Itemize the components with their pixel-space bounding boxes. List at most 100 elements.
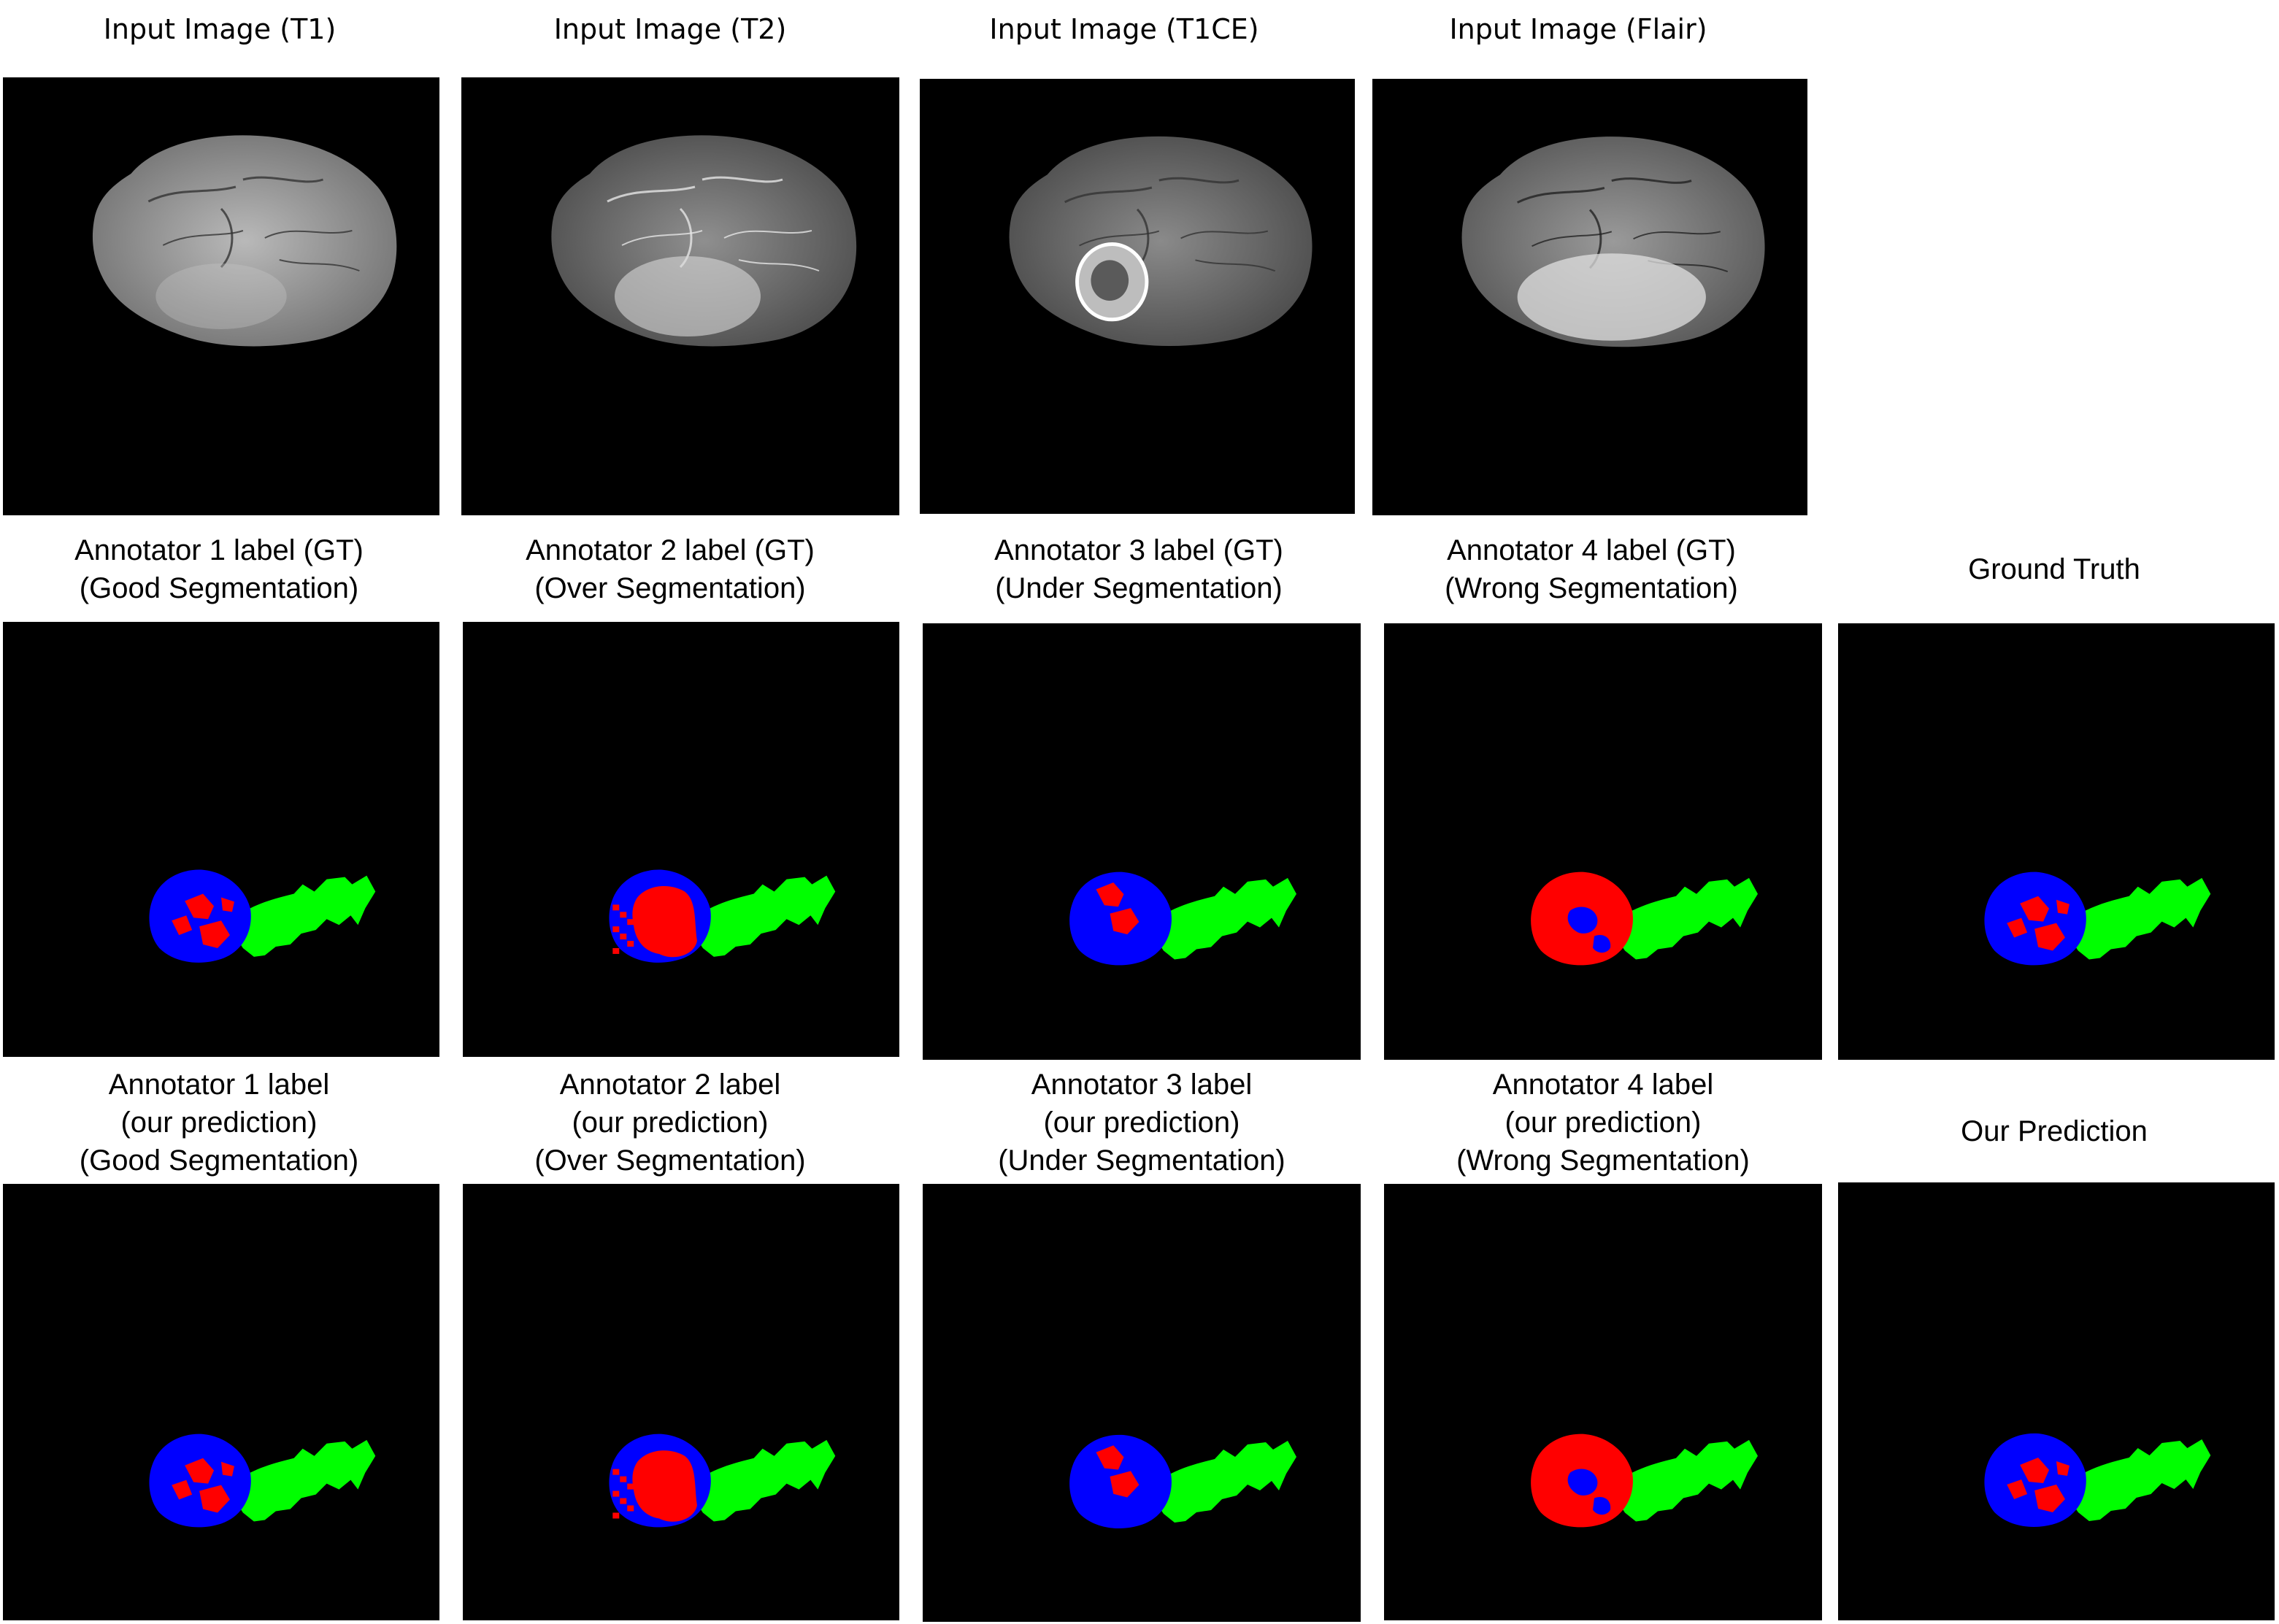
edema-region [234, 1439, 376, 1522]
brain-structure [607, 185, 696, 203]
necrotic-core-block [627, 941, 634, 947]
caption-annotator4-gt: Annotator 4 label (GT) (Wrong Segmentati… [1372, 531, 1810, 607]
necrotic-core-region [1110, 1471, 1140, 1498]
segmentation-annotator1-pred [3, 1184, 439, 1620]
necrotic-core-region [2007, 917, 2028, 938]
caption-line: Input Image (Flair) [1449, 13, 1707, 45]
caption-line: (Under Segmentation) [995, 572, 1283, 604]
edema-region [2069, 877, 2211, 960]
brain-structure [1064, 186, 1153, 204]
caption-annotator4-pred: Annotator 4 label (our prediction) (Wron… [1384, 1066, 1822, 1179]
necrotic-core-block [612, 926, 620, 933]
edema-region [693, 875, 836, 957]
lesion-area [155, 263, 287, 329]
caption-line: (Under Segmentation) [998, 1144, 1285, 1177]
necrotic-core-region [2034, 923, 2065, 951]
brain-structure [621, 230, 703, 246]
mri-t1ce-image [920, 79, 1355, 514]
mri-t1-image [3, 77, 439, 515]
enhancing-tumor-region [1567, 1469, 1598, 1496]
necrotic-core-block [627, 1483, 634, 1490]
necrotic-core-region [185, 893, 215, 920]
necrotic-core-region [2020, 896, 2050, 922]
necrotic-core-region [1096, 882, 1124, 907]
caption-line: Annotator 4 label (GT) [1447, 534, 1736, 566]
edema-region [1616, 1439, 1758, 1522]
necrotic-core-block [627, 919, 634, 925]
brain-structure [279, 259, 360, 272]
brain-structure [162, 230, 244, 246]
caption-our-prediction: Our Prediction [1834, 1112, 2275, 1150]
brain-structure [1079, 230, 1160, 247]
caption-line: Annotator 4 label [1492, 1069, 1714, 1101]
mri-flair-image [1372, 79, 1807, 515]
edema-hyperintensity [615, 256, 761, 336]
mri-t2-image [461, 77, 899, 515]
edema-region [1616, 877, 1758, 960]
necrotic-core-region [221, 897, 234, 912]
caption-input-t1: Input Image (T1) [3, 10, 437, 48]
caption-line: (Over Segmentation) [534, 1144, 806, 1177]
segmentation-annotator1-gt [3, 622, 439, 1057]
caption-input-flair: Input Image (Flair) [1359, 10, 1797, 48]
necrotic-core-block [620, 1476, 627, 1482]
necrotic-core-region [1096, 1445, 1124, 1470]
brain-structure [147, 185, 237, 203]
necrotic-core-block [612, 948, 620, 954]
caption-ground-truth: Ground Truth [1834, 550, 2275, 588]
segmentation-our-prediction [1838, 1182, 2275, 1620]
necrotic-core-region [185, 1458, 215, 1484]
segmentation-annotator4-gt [1384, 623, 1822, 1060]
edema-region [693, 1439, 836, 1522]
brain-structure [738, 259, 820, 272]
brain-slice [92, 135, 397, 347]
brain-slice [1009, 136, 1313, 346]
segmentation-ground-truth [1838, 623, 2275, 1060]
necrotic-core-block [620, 1498, 627, 1504]
caption-line: Ground Truth [1968, 553, 2140, 585]
caption-annotator2-pred: Annotator 2 label (our prediction) (Over… [451, 1066, 889, 1179]
necrotic-core-block [612, 1512, 620, 1519]
necrotic-core-block [612, 1469, 620, 1475]
edema-hyperintensity [1517, 253, 1706, 341]
brain-structure [1531, 231, 1613, 247]
segmentation-annotator4-pred [1384, 1184, 1822, 1620]
caption-annotator2-gt: Annotator 2 label (GT) (Over Segmentatio… [451, 531, 889, 607]
necrotic-core-region [199, 1485, 230, 1513]
brain-structure [1633, 231, 1721, 240]
caption-input-t2: Input Image (T2) [451, 10, 889, 48]
caption-line: Input Image (T1) [103, 13, 337, 45]
enhancing-tumor-region [1593, 1496, 1611, 1515]
necrotic-core-region [632, 886, 697, 958]
caption-line: Annotator 2 label (GT) [526, 534, 815, 566]
segmentation-annotator3-pred [923, 1184, 1361, 1622]
brain-structure [1195, 259, 1276, 272]
lesion-core [1091, 260, 1129, 301]
brain-structure [1180, 230, 1269, 239]
brain-structure [1517, 187, 1605, 204]
segmentation-annotator2-pred [463, 1184, 899, 1620]
brain-structure [1611, 177, 1692, 184]
caption-line: (our prediction) [1043, 1107, 1240, 1139]
brain-structure [723, 230, 812, 239]
caption-line: (Over Segmentation) [534, 572, 806, 604]
necrotic-core-region [172, 1479, 193, 1500]
caption-line: (Wrong Segmentation) [1456, 1144, 1750, 1177]
brain-structure [702, 176, 783, 183]
caption-line: (Good Segmentation) [79, 1144, 359, 1177]
enhancing-tumor-region [1593, 934, 1611, 953]
enhancing-tumor-region [1567, 907, 1598, 934]
caption-input-t1ce: Input Image (T1CE) [905, 10, 1343, 48]
caption-annotator3-pred: Annotator 3 label (our prediction) (Unde… [923, 1066, 1361, 1179]
necrotic-core-region [2007, 1479, 2028, 1499]
necrotic-core-region [2056, 899, 2069, 915]
caption-line: (our prediction) [120, 1107, 318, 1139]
necrotic-core-region [2020, 1458, 2050, 1483]
necrotic-core-region [632, 1450, 697, 1522]
caption-line: Annotator 3 label (GT) [994, 534, 1283, 566]
necrotic-core-region [221, 1461, 234, 1477]
caption-line: Annotator 3 label [1031, 1069, 1253, 1101]
caption-line: (our prediction) [572, 1107, 769, 1139]
caption-line: Annotator 1 label (GT) [74, 534, 364, 566]
caption-annotator1-pred: Annotator 1 label (our prediction) (Good… [0, 1066, 438, 1179]
